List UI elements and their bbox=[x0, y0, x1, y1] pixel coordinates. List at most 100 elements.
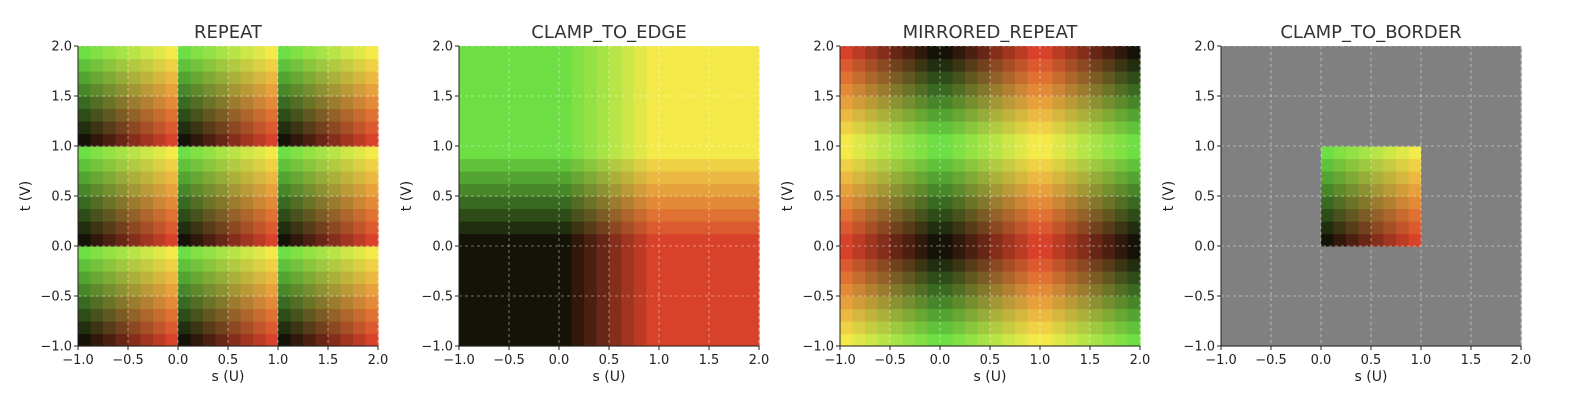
heatmap-cell bbox=[696, 233, 710, 247]
y-tick-label: 0.5 bbox=[432, 190, 453, 205]
heatmap-cell bbox=[1002, 46, 1016, 60]
heatmap-cell bbox=[1458, 196, 1472, 210]
heatmap-cell bbox=[228, 333, 242, 347]
heatmap-cell bbox=[265, 221, 279, 235]
heatmap-cell bbox=[1233, 283, 1247, 297]
heatmap-cell bbox=[746, 171, 760, 185]
heatmap-cell bbox=[1002, 146, 1016, 160]
heatmap-cell bbox=[265, 233, 279, 247]
heatmap-cell bbox=[1333, 71, 1347, 85]
heatmap-cell bbox=[203, 246, 217, 260]
heatmap-cell bbox=[509, 71, 523, 85]
heatmap-cell bbox=[621, 321, 635, 335]
heatmap-cell bbox=[153, 308, 167, 322]
heatmap-cell bbox=[877, 96, 891, 110]
heatmap-cell bbox=[1383, 158, 1397, 172]
heatmap-cell bbox=[115, 246, 129, 260]
heatmap-cell bbox=[621, 283, 635, 297]
y-axis-label: t (V) bbox=[1161, 181, 1177, 211]
heatmap-cell bbox=[215, 308, 229, 322]
heatmap-cell bbox=[1040, 71, 1054, 85]
heatmap-cell bbox=[240, 171, 254, 185]
heatmap-cell bbox=[496, 96, 510, 110]
heatmap-cell bbox=[609, 83, 623, 97]
heatmap-cell bbox=[1077, 246, 1091, 260]
heatmap-cell bbox=[1458, 271, 1472, 285]
heatmap-cell bbox=[1077, 83, 1091, 97]
heatmap-cell bbox=[1027, 158, 1041, 172]
heatmap-cell bbox=[303, 158, 317, 172]
heatmap-cell bbox=[1471, 146, 1485, 160]
heatmap-cell bbox=[1446, 333, 1460, 347]
heatmap-cell bbox=[103, 83, 117, 97]
x-axis-label: s (U) bbox=[212, 369, 245, 385]
heatmap-cell bbox=[290, 171, 304, 185]
heatmap-cell bbox=[852, 208, 866, 222]
heatmap-cell bbox=[140, 46, 154, 60]
heatmap-cell bbox=[459, 271, 473, 285]
heatmap-cell bbox=[178, 221, 192, 235]
heatmap-cell bbox=[1283, 71, 1297, 85]
heatmap-cell bbox=[1321, 296, 1335, 310]
heatmap-cell bbox=[509, 46, 523, 60]
heatmap-cell bbox=[1321, 246, 1335, 260]
heatmap-cell bbox=[1471, 133, 1485, 147]
heatmap-cell bbox=[1508, 158, 1522, 172]
heatmap-cell bbox=[1471, 158, 1485, 172]
heatmap-cell bbox=[584, 71, 598, 85]
heatmap-cell bbox=[215, 258, 229, 272]
heatmap-cell bbox=[1296, 171, 1310, 185]
heatmap-cell bbox=[1408, 183, 1422, 197]
heatmap-cell bbox=[915, 208, 929, 222]
heatmap-cell bbox=[559, 171, 573, 185]
heatmap-cell bbox=[609, 308, 623, 322]
heatmap-cell bbox=[1358, 108, 1372, 122]
heatmap-cell bbox=[1283, 296, 1297, 310]
heatmap-cell bbox=[709, 196, 723, 210]
heatmap-cell bbox=[140, 96, 154, 110]
heatmap-cell bbox=[1383, 321, 1397, 335]
heatmap-cell bbox=[1421, 208, 1435, 222]
heatmap-cell bbox=[1496, 58, 1510, 72]
heatmap-cell bbox=[684, 158, 698, 172]
heatmap-cell bbox=[484, 133, 498, 147]
heatmap-cell bbox=[584, 321, 598, 335]
heatmap-cell bbox=[140, 296, 154, 310]
heatmap-cell bbox=[78, 171, 92, 185]
heatmap-cell bbox=[1483, 96, 1497, 110]
heatmap-cell bbox=[228, 158, 242, 172]
heatmap-cell bbox=[865, 271, 879, 285]
heatmap-cell bbox=[140, 71, 154, 85]
heatmap-cell bbox=[721, 321, 735, 335]
heatmap-cell bbox=[328, 321, 342, 335]
heatmap-cell bbox=[484, 183, 498, 197]
heatmap-cell bbox=[852, 271, 866, 285]
heatmap-cell bbox=[471, 246, 485, 260]
heatmap-cell bbox=[1508, 283, 1522, 297]
heatmap-cell bbox=[115, 221, 129, 235]
heatmap-cell bbox=[1271, 121, 1285, 135]
heatmap-cell bbox=[484, 96, 498, 110]
heatmap-cell bbox=[1246, 308, 1260, 322]
heatmap-cell bbox=[1471, 221, 1485, 235]
heatmap-cell bbox=[365, 246, 379, 260]
heatmap-cell bbox=[596, 146, 610, 160]
heatmap-cell bbox=[140, 333, 154, 347]
heatmap-cell bbox=[115, 158, 129, 172]
heatmap-cell bbox=[1077, 296, 1091, 310]
heatmap-cell bbox=[1508, 46, 1522, 60]
heatmap-cell bbox=[890, 296, 904, 310]
heatmap-cell bbox=[1040, 108, 1054, 122]
heatmap-cell bbox=[559, 108, 573, 122]
heatmap-cell bbox=[240, 271, 254, 285]
heatmap-cell bbox=[278, 96, 292, 110]
heatmap-cell bbox=[278, 258, 292, 272]
heatmap-cell bbox=[952, 108, 966, 122]
heatmap-cell bbox=[1258, 296, 1272, 310]
heatmap-cell bbox=[1396, 121, 1410, 135]
heatmap-cell bbox=[1115, 258, 1129, 272]
heatmap-cell bbox=[684, 208, 698, 222]
heatmap-cell bbox=[927, 333, 941, 347]
heatmap-cell bbox=[1221, 158, 1235, 172]
heatmap-cell bbox=[709, 208, 723, 222]
